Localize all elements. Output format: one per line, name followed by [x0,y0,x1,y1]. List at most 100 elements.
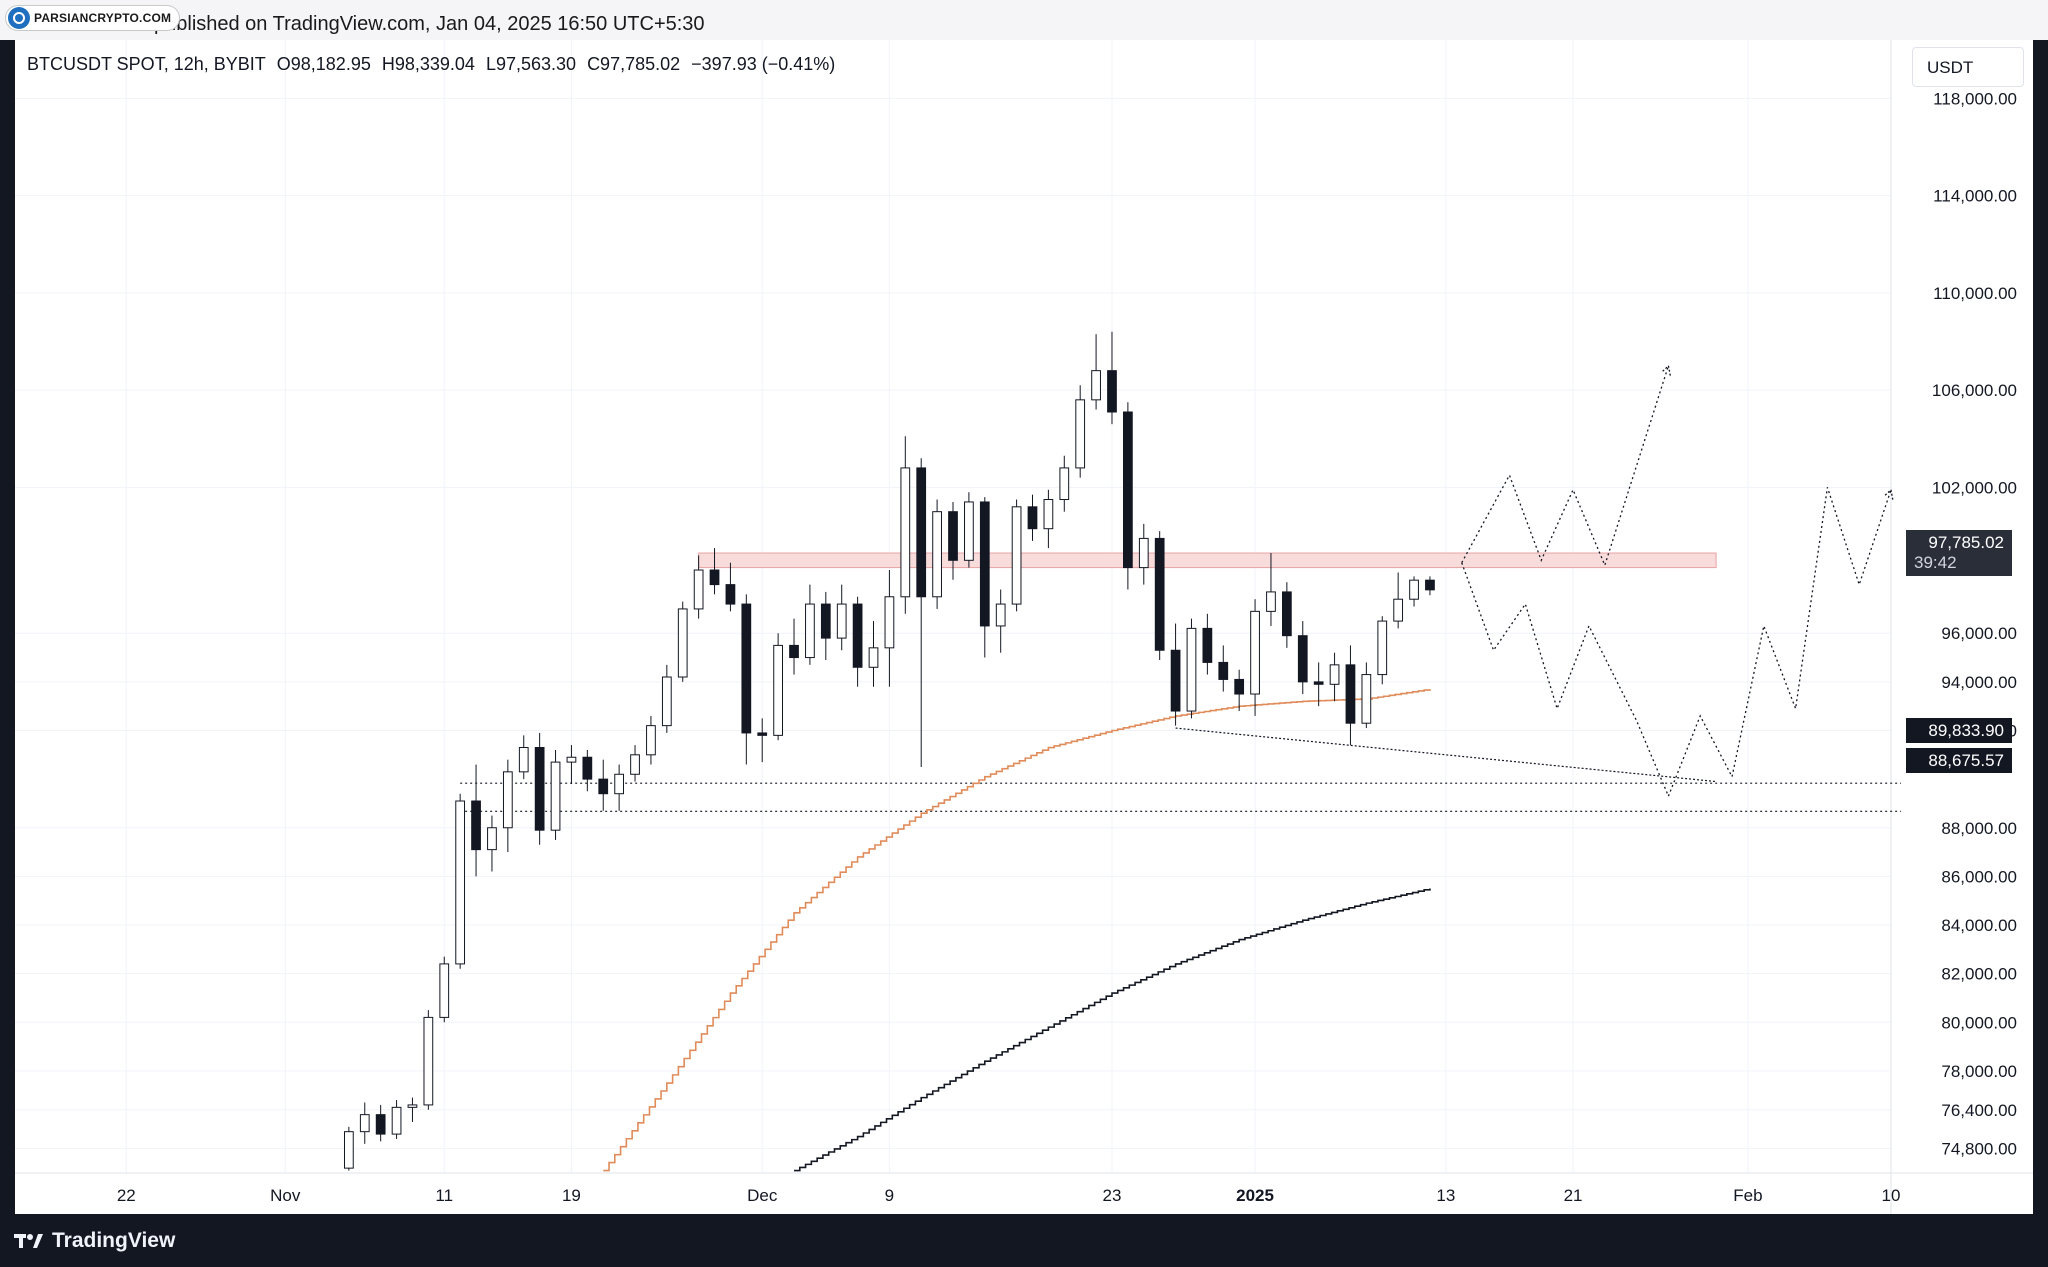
candle-up [884,596,895,649]
candle-up [518,747,529,773]
price-axis-label: 118,000.00 [1933,89,2017,108]
candle-up [566,756,577,763]
legend-symbol: BTCUSDT SPOT, 12h, BYBIT [27,54,266,74]
trendline [1175,727,1717,783]
candle-down [916,467,927,598]
candle-down [757,732,768,736]
projection-path-a [1461,365,1670,568]
publication-info: published on TradingView.com, Jan 04, 20… [14,13,705,36]
price-axis-label: 74,800.00 [1941,1140,2017,1159]
candle-up [1011,506,1022,605]
candle-up [995,603,1006,627]
price-axis-label: 102,000.00 [1932,478,2017,497]
candle-up [693,569,704,610]
tradingview-logo[interactable]: TradingView [14,1229,175,1253]
candle-down [375,1114,386,1135]
candle-up [1266,591,1276,612]
price-axis-label: 114,000.00 [1933,187,2017,206]
watermark-logo: PARSIANCRYPTO.COM [6,6,180,30]
legend-high: H98,339.04 [381,54,475,74]
price-axis-label: 78,000.00 [1941,1062,2017,1081]
time-axis-label: 19 [562,1186,581,1205]
footer-bar: TradingView [0,1214,2048,1267]
candle-down [709,569,720,586]
candle-up [677,608,688,678]
candle-down [1202,627,1213,663]
legend-close: C97,785.02 [587,54,681,74]
price-axis-label: 110,000.00 [1933,284,2017,303]
time-axis-label: Dec [747,1186,778,1205]
chart-pane[interactable]: 118,000.00 114,000.00 110,000.00 106,000.00… [15,40,2033,1214]
candle-up [502,771,513,829]
candle-down [1297,635,1308,683]
candle-down [1107,370,1117,413]
projection-path-a-arrowhead [1660,364,1671,376]
candle-down [1170,649,1181,712]
legend-low: L97,563.30 [485,54,577,74]
symbol-legend: BTCUSDT SPOT, 12h, BYBIT O98,182.95 H98,… [27,54,841,75]
candle-down [534,747,545,831]
candle-up [805,603,815,659]
candle-up [868,647,879,668]
support-level-2-tag: 88,675.57 [1906,748,2012,773]
logo-text: PARSIANCRYPTO.COM [34,11,172,25]
time-axis-label: Nov [270,1186,301,1205]
candle-down [979,501,990,627]
time-axis-label: 21 [1564,1186,1583,1205]
candle-up [1091,370,1101,401]
candle-down [598,778,609,795]
tradingview-icon [14,1233,43,1248]
time-axis-label: Feb [1733,1186,1762,1205]
candle-down [948,511,958,561]
candle-up [932,511,942,598]
price-axis-label: 86,000.00 [1941,867,2017,886]
footer-brand: TradingView [52,1228,176,1252]
price-axis-label: 88,000.00 [1941,819,2017,838]
time-axis-label: 13 [1436,1186,1455,1205]
current-price-tag: 97,785.02 39:42 [1906,530,2012,576]
price-axis-label: 94,000.00 [1941,673,2017,692]
resistance-zone [698,552,1717,569]
candle-down [1123,411,1133,569]
time-axis-label: 22 [117,1186,136,1205]
candle-down [1154,537,1165,651]
candle-up [646,725,656,756]
support-level-1-tag: 89,833.90 [1906,718,2012,743]
candle-up [900,467,911,598]
candle-up [439,963,450,1018]
candle-down [1425,579,1435,591]
price-axis-label: 96,000.00 [1941,624,2017,643]
candle-up [964,501,974,561]
projection-path-b [1461,487,1892,798]
price-axis-label: 76,400.00 [1941,1101,2017,1120]
ma-fast-line [603,689,1431,1172]
currency-button[interactable]: USDT [1912,47,2024,87]
candle-up [1409,579,1419,600]
candle-up [836,603,847,639]
ma-slow-line [794,888,1431,1172]
globe-icon [8,7,30,29]
candle-up [1393,598,1404,622]
candle-up [1043,499,1054,530]
candle-up [773,644,783,736]
candle-countdown: 39:42 [1914,553,1957,572]
candle-up [614,773,625,795]
candle-up [1186,627,1197,712]
current-price-value: 97,785.02 [1928,533,2004,552]
candle-down [789,644,799,659]
candle-up [661,676,672,727]
price-axis-label: 106,000.00 [1932,381,2017,400]
time-axis-label: 2025 [1236,1186,1274,1205]
candle-up [1059,467,1070,501]
candle-up [1075,399,1086,469]
time-axis-label: 23 [1103,1186,1122,1205]
candle-up [423,1016,434,1106]
price-axis-label: 80,000.00 [1941,1013,2017,1032]
candle-up [1377,620,1388,676]
candle-up [1361,674,1372,724]
candle-up [407,1104,418,1108]
published-text: published on TradingView.com, Jan 04, 20… [154,13,705,35]
time-axis-label: 10 [1882,1186,1901,1205]
candle-up [630,754,640,775]
price-chart[interactable]: 118,000.00 114,000.00 110,000.00 106,000.00… [15,40,2033,1214]
